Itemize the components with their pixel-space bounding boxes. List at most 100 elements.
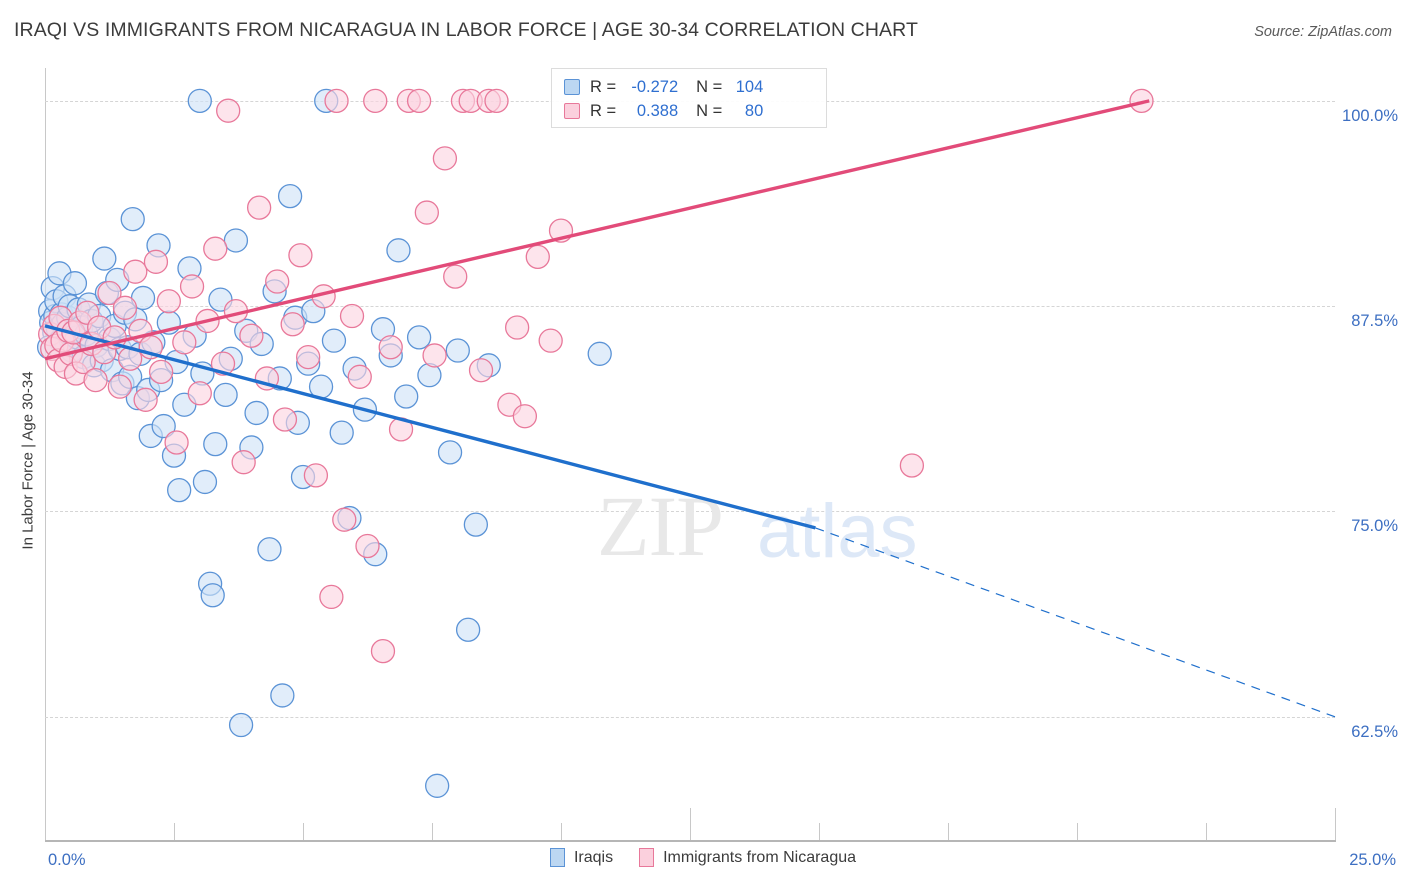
data-point[interactable] [244,400,269,426]
data-point[interactable] [339,303,365,329]
data-point[interactable] [123,259,148,284]
data-point[interactable] [303,463,329,488]
n-label: N = [696,101,723,120]
plot-area: ZIP atlas [36,68,1336,840]
data-point[interactable] [296,344,321,370]
data-point[interactable] [329,420,354,445]
data-point[interactable] [277,183,303,209]
data-point[interactable] [203,236,228,261]
data-point[interactable] [324,88,349,113]
data-point[interactable] [437,440,463,465]
data-point[interactable] [172,330,197,355]
data-point[interactable] [422,343,447,368]
data-point[interactable] [107,374,132,399]
data-point[interactable] [112,295,138,320]
data-point[interactable] [455,617,481,642]
data-point[interactable] [228,712,254,738]
data-point[interactable] [414,200,439,225]
data-point[interactable] [270,683,295,708]
data-point[interactable] [332,507,357,532]
data-point[interactable] [370,638,396,664]
data-point[interactable] [899,453,925,478]
data-point[interactable] [223,228,249,253]
data-point[interactable] [406,88,432,113]
y-axis-tick-label: 75.0% [1351,517,1398,536]
data-point[interactable] [133,387,158,412]
data-point[interactable] [97,280,122,306]
data-point[interactable] [167,477,192,503]
data-point[interactable] [187,381,212,406]
data-point[interactable] [83,367,108,393]
data-point[interactable] [363,88,388,113]
data-point[interactable] [288,243,313,268]
data-point[interactable] [92,246,117,271]
n-label: N = [696,77,723,96]
data-point[interactable] [272,407,298,432]
data-point[interactable] [120,206,145,232]
legend-item-label: Immigrants from Nicaragua [663,848,857,866]
y-axis-tick-label: 100.0% [1342,106,1398,125]
x-axis-tick [948,823,949,840]
data-point[interactable] [257,537,282,562]
n-value: 80 [744,101,764,120]
data-point[interactable] [512,404,538,429]
data-point[interactable] [62,271,88,296]
x-axis-max-label: 25.0% [1349,851,1396,869]
data-point[interactable] [164,430,189,455]
data-point[interactable] [239,323,264,348]
x-axis-tick [432,823,433,840]
data-point[interactable] [587,341,612,366]
data-point[interactable] [504,315,530,340]
legend-color-swatch [639,848,655,867]
data-point[interactable] [200,583,225,608]
x-axis-tick [45,808,46,840]
data-point[interactable] [463,512,489,537]
data-point[interactable] [1129,88,1154,113]
r-value: 0.388 [636,101,679,120]
x-axis-tick [1077,823,1078,840]
data-point[interactable] [319,584,344,610]
data-point[interactable] [394,384,419,409]
data-point[interactable] [216,98,241,123]
data-point[interactable] [445,338,470,363]
data-point[interactable] [143,249,169,274]
data-point[interactable] [231,450,256,475]
x-axis-tick [819,823,820,840]
gridline [45,716,1335,718]
series-points-iraqis [36,88,612,798]
r-value: -0.272 [631,77,679,96]
data-point[interactable] [187,88,212,113]
data-point[interactable] [213,382,238,408]
data-point[interactable] [156,289,181,314]
data-point[interactable] [432,146,458,171]
data-point[interactable] [148,359,174,385]
data-point[interactable] [484,88,509,113]
data-point[interactable] [406,325,432,350]
data-point[interactable] [468,358,494,383]
data-point[interactable] [425,773,450,798]
correlation-legend: R = -0.272 N = 104 R = 0.388 N = 80 [551,68,827,128]
data-point[interactable] [538,328,563,353]
legend-item-label: Iraqis [573,848,614,866]
legend-item-iraqis[interactable]: Iraqis [549,848,614,867]
data-point[interactable] [443,264,468,289]
data-point[interactable] [378,335,403,360]
data-point[interactable] [355,533,380,559]
data-point[interactable] [151,413,176,439]
data-point[interactable] [280,312,305,337]
data-point[interactable] [386,238,411,263]
data-point[interactable] [321,328,347,353]
data-point[interactable] [192,469,218,495]
gridline [45,511,1335,513]
data-point[interactable] [203,431,228,457]
legend-swatch-nicaragua [564,103,580,119]
correlation-legend-row: R = -0.272 N = 104 [564,75,814,99]
x-axis-tick [1335,808,1336,840]
data-point[interactable] [265,269,290,294]
data-point[interactable] [525,244,550,270]
legend-item-nicaragua[interactable]: Immigrants from Nicaragua [639,848,856,867]
data-point[interactable] [246,195,272,220]
data-point[interactable] [347,364,372,389]
legend-swatch-iraqis [564,79,580,95]
data-point[interactable] [179,274,205,299]
